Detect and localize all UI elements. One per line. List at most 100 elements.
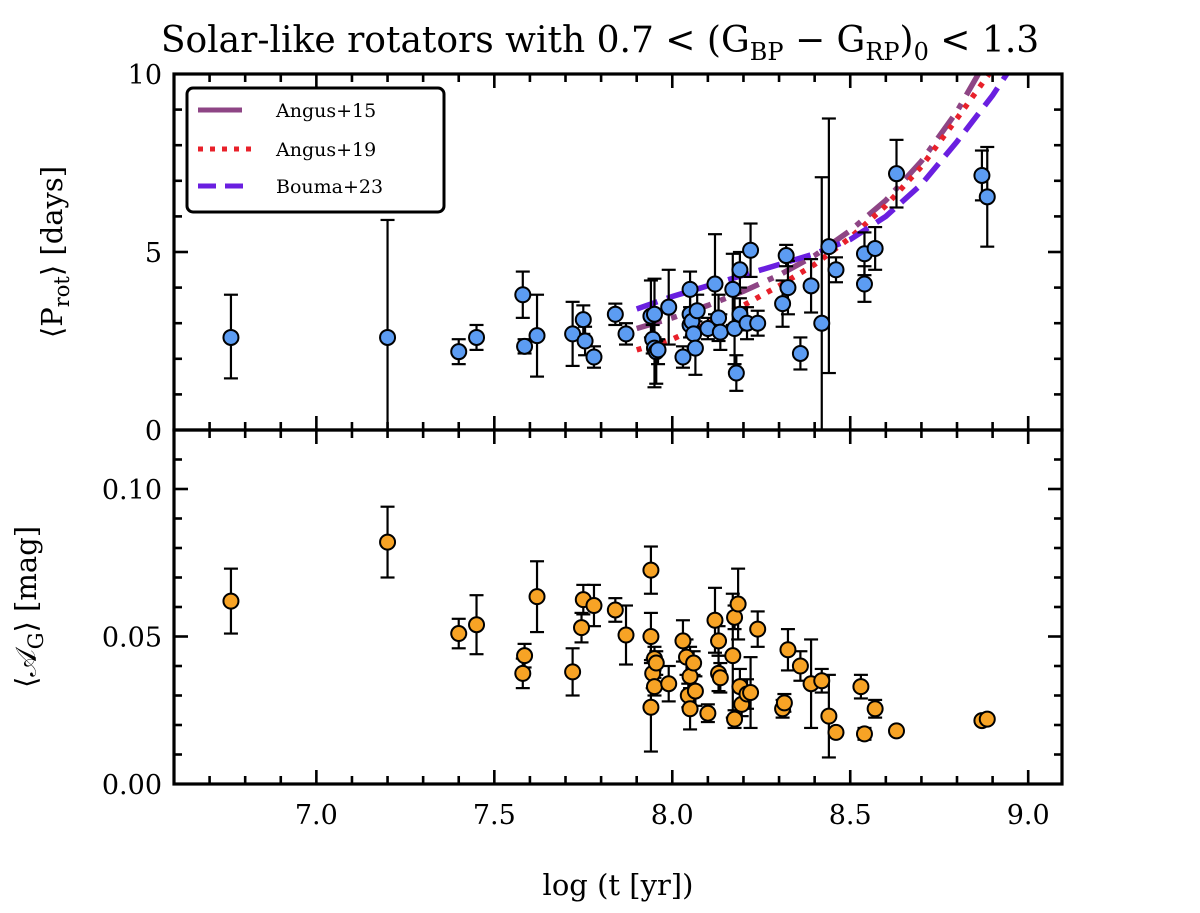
top-data-point [827, 261, 845, 279]
bottom-data-point [585, 597, 603, 615]
top-data-point [468, 328, 486, 346]
top-data-point [685, 325, 703, 343]
top-data-point [660, 298, 678, 316]
bottom-data-point [791, 657, 809, 675]
bottom-data-point [710, 632, 728, 650]
bottom-data-point [642, 698, 660, 716]
legend-label-bouma23: Bouma+23 [276, 176, 383, 198]
bottom-data-point [606, 601, 624, 619]
top-data-point [379, 328, 397, 346]
bottom-data-point [742, 684, 760, 702]
top-data-point [528, 327, 546, 345]
legend-box [185, 86, 446, 214]
bottom-data-point [820, 707, 838, 725]
bottom-data-point [642, 561, 660, 579]
top-data-point [711, 323, 729, 341]
bottom-panel-frame [172, 428, 1064, 786]
bottom-error-bars [223, 505, 989, 759]
bottom-data-point [978, 710, 996, 728]
bottom-data-point [516, 647, 534, 665]
bottom-y-axis-label: ⟨𝒜G⟩ [mag] [9, 526, 48, 688]
bottom-data-point [699, 704, 717, 722]
top-data-point [777, 247, 795, 265]
model-curve-angus19 [635, 72, 992, 353]
top-data-point [576, 332, 594, 350]
top-data-point [888, 165, 906, 183]
x-tick-label: 9.0 [1007, 800, 1050, 831]
top-data-point [606, 305, 624, 323]
x-tick-label: 8.0 [651, 800, 694, 831]
top-data-point [516, 337, 534, 355]
bottom-data-point [855, 725, 873, 743]
top-data-point [681, 280, 699, 298]
bottom-data-point [647, 654, 665, 672]
bottom-data-point [726, 710, 744, 728]
bottom-y-tick-label: 0.00 [102, 770, 162, 801]
top-y-tick-label: 5 [145, 238, 162, 269]
tick-labels: 0 5 10 0.00 0.05 0.10 7.0 7.5 8.0 8.5 9.0 [102, 60, 1050, 831]
chart-title: Solar-like rotators with 0.7 < (GBP − GR… [161, 20, 1039, 66]
bottom-data-point [724, 647, 742, 665]
top-data-point [724, 280, 742, 298]
x-tick-label: 8.5 [829, 800, 872, 831]
bottom-data-point [775, 694, 793, 712]
top-data-point [791, 344, 809, 362]
top-data-point [617, 325, 635, 343]
bottom-data-point [468, 616, 486, 634]
bottom-data-point [866, 700, 884, 718]
legend-label-angus15: Angus+15 [275, 100, 376, 122]
top-data-point [779, 279, 797, 297]
x-axis-label: log (t [yr]) [543, 868, 694, 902]
top-data-point [686, 339, 704, 357]
bottom-data-point [729, 595, 747, 613]
bottom-data-point [852, 678, 870, 696]
bottom-data-point [450, 625, 468, 643]
top-data-point [802, 277, 820, 295]
bottom-data-point [686, 682, 704, 700]
x-tick-label: 7.0 [295, 800, 338, 831]
legend: Angus+15 Angus+19 Bouma+23 [185, 86, 446, 214]
top-y-axis-label: ⟨Prot⟩ [days] [35, 166, 74, 338]
top-data-point [674, 348, 692, 366]
bottom-data-point [706, 611, 724, 629]
x-tick-label: 7.5 [473, 800, 516, 831]
bottom-data-point [645, 678, 663, 696]
top-data-point [564, 325, 582, 343]
top-data-point [645, 305, 663, 323]
bottom-data-point [674, 632, 692, 650]
top-data-point [855, 275, 873, 293]
top-data-point [774, 295, 792, 313]
top-data-point [574, 311, 592, 329]
bottom-data-point [827, 723, 845, 741]
top-data-point [649, 341, 667, 359]
top-data-point [688, 302, 706, 320]
bottom-data-point [222, 592, 240, 610]
top-data-point [820, 238, 838, 256]
top-data-point [514, 286, 532, 304]
bottom-data-point [617, 626, 635, 644]
top-data-point [866, 239, 884, 257]
top-data-point [731, 261, 749, 279]
bottom-data-point [528, 588, 546, 606]
bottom-data-point [379, 533, 397, 551]
bottom-data-point [642, 628, 660, 645]
legend-label-angus19: Angus+19 [275, 139, 376, 161]
bottom-data-point [779, 641, 797, 659]
bottom-points [222, 533, 996, 743]
bottom-data-point [573, 619, 591, 637]
top-data-point [742, 241, 760, 259]
bottom-data-point [681, 700, 699, 718]
bottom-y-tick-label: 0.05 [102, 623, 162, 654]
top-data-point [749, 314, 767, 332]
top-data-point [727, 364, 745, 382]
top-data-point [973, 166, 991, 184]
bottom-data-point [514, 664, 532, 682]
bottom-data-point [685, 654, 703, 672]
top-data-point [813, 314, 831, 332]
top-data-point [710, 309, 728, 327]
bottom-data-point [660, 675, 678, 693]
bottom-data-point [711, 669, 729, 687]
top-data-point [978, 188, 996, 206]
top-y-tick-label: 10 [128, 60, 162, 91]
